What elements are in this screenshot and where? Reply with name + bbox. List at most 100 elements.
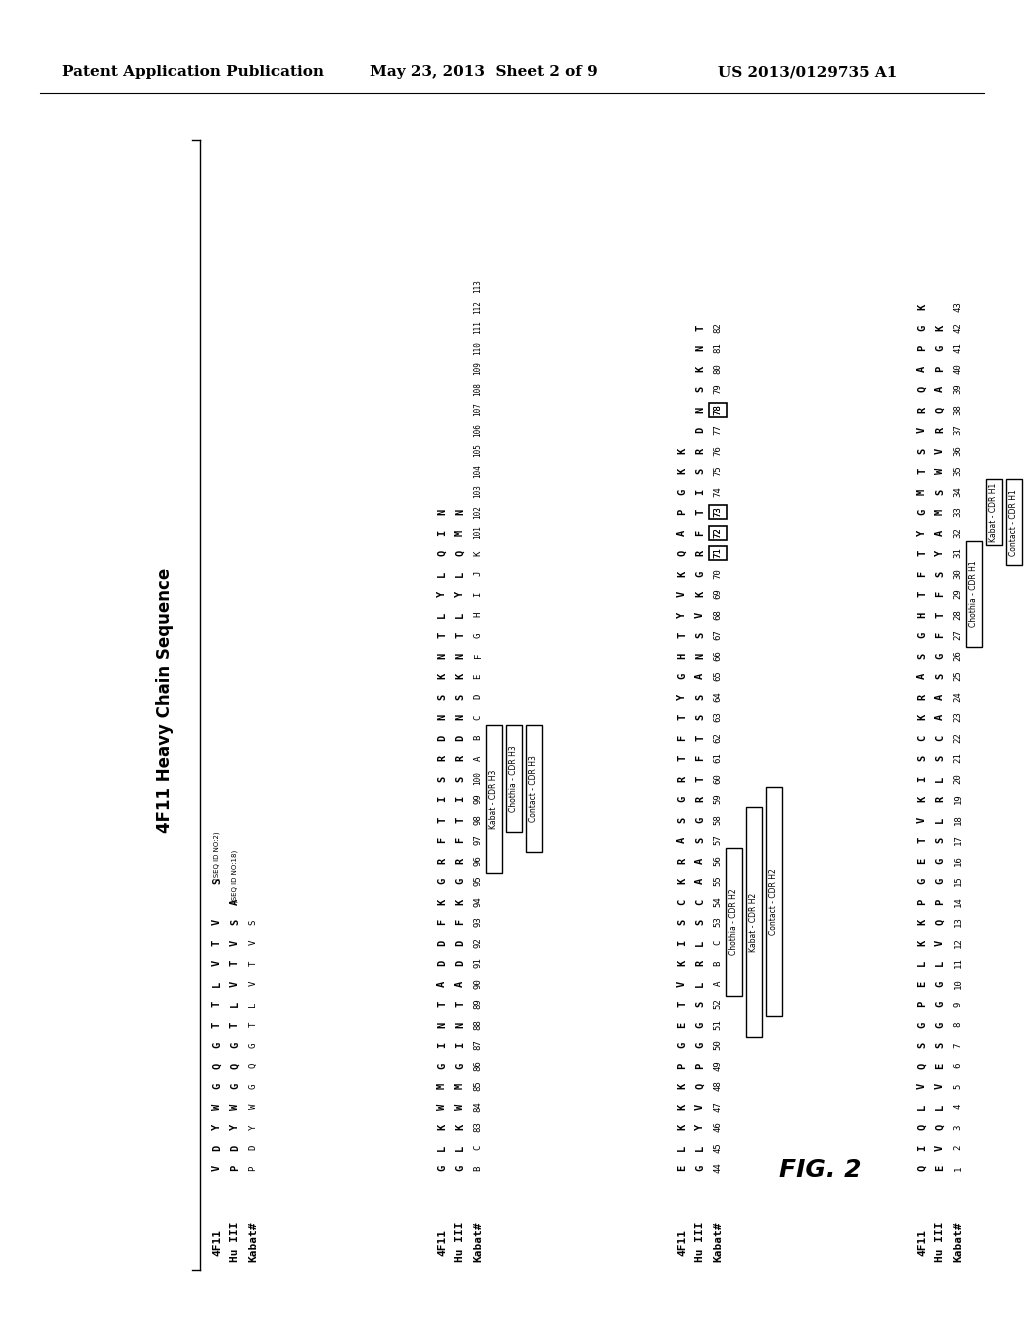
Text: A: A	[677, 529, 687, 536]
Text: T: T	[437, 632, 447, 638]
Text: 2: 2	[953, 1144, 963, 1150]
Text: G: G	[918, 1022, 927, 1028]
Text: G: G	[935, 878, 945, 884]
Text: K: K	[918, 919, 927, 925]
Text: T: T	[249, 1022, 257, 1027]
Text: A: A	[695, 858, 705, 863]
Text: Patent Application Publication: Patent Application Publication	[62, 65, 324, 79]
Text: D: D	[455, 960, 465, 966]
Text: 108: 108	[473, 381, 482, 396]
Text: L: L	[230, 1001, 240, 1007]
Text: 66: 66	[714, 651, 723, 661]
Text: 39: 39	[953, 384, 963, 395]
Text: K: K	[695, 366, 705, 372]
Text: L: L	[935, 1104, 945, 1110]
Text: L: L	[455, 1144, 465, 1151]
Text: 79: 79	[714, 384, 723, 395]
Text: 18: 18	[953, 814, 963, 825]
Text: V: V	[249, 981, 257, 986]
Text: 35: 35	[953, 466, 963, 477]
Text: T: T	[918, 467, 927, 474]
Text: 21: 21	[953, 752, 963, 763]
Text: Q: Q	[212, 1063, 222, 1069]
Text: 94: 94	[473, 896, 482, 907]
Text: 110: 110	[473, 341, 482, 355]
Text: R: R	[695, 960, 705, 966]
Text: 26: 26	[953, 651, 963, 661]
Text: C: C	[714, 940, 723, 945]
Text: 62: 62	[714, 733, 723, 743]
Text: F: F	[935, 632, 945, 638]
Text: R: R	[935, 426, 945, 433]
Text: P: P	[935, 366, 945, 372]
Text: D: D	[437, 734, 447, 741]
Text: Contact - CDR H1: Contact - CDR H1	[1010, 488, 1019, 556]
Text: K: K	[437, 673, 447, 678]
Text: T: T	[455, 632, 465, 638]
Text: B: B	[714, 961, 723, 966]
Text: N: N	[437, 652, 447, 659]
Text: N: N	[695, 407, 705, 413]
Text: Q: Q	[935, 407, 945, 413]
Text: K: K	[677, 447, 687, 454]
Text: L: L	[212, 981, 222, 986]
Text: M: M	[455, 529, 465, 536]
Text: 78: 78	[714, 404, 723, 414]
Text: G: G	[677, 488, 687, 495]
Text: S: S	[918, 652, 927, 659]
Text: 22: 22	[953, 733, 963, 743]
Text: I: I	[437, 529, 447, 536]
Text: G: G	[249, 1043, 257, 1048]
Text: G: G	[437, 878, 447, 884]
Text: L: L	[437, 1144, 447, 1151]
Text: 112: 112	[473, 300, 482, 314]
Text: F: F	[437, 919, 447, 925]
Text: US 2013/0129735 A1: US 2013/0129735 A1	[718, 65, 897, 79]
Text: S: S	[935, 488, 945, 495]
Text: V: V	[918, 426, 927, 433]
Text: V: V	[230, 940, 240, 945]
Text: G: G	[695, 1164, 705, 1171]
Text: W: W	[935, 467, 945, 474]
Text: Q: Q	[249, 1063, 257, 1068]
Text: K: K	[695, 591, 705, 597]
Text: Contact - CDR H3: Contact - CDR H3	[529, 755, 539, 822]
Text: K: K	[918, 940, 927, 945]
Text: T: T	[918, 837, 927, 843]
Text: K: K	[455, 1123, 465, 1130]
Text: R: R	[677, 775, 687, 781]
Text: L: L	[677, 1144, 687, 1151]
Text: 103: 103	[473, 484, 482, 499]
Text: G: G	[695, 570, 705, 577]
Text: F: F	[437, 837, 447, 843]
Text: R: R	[455, 755, 465, 762]
Text: C: C	[695, 899, 705, 904]
Text: A: A	[935, 385, 945, 392]
Text: F: F	[695, 755, 705, 762]
Text: 3: 3	[953, 1125, 963, 1130]
Text: 32: 32	[953, 527, 963, 537]
Text: 8: 8	[953, 1022, 963, 1027]
Text: I: I	[437, 1041, 447, 1048]
Text: S: S	[249, 919, 257, 925]
Text: G: G	[677, 673, 687, 678]
Text: W: W	[455, 1104, 465, 1110]
Text: A: A	[918, 673, 927, 678]
Text: P: P	[230, 1164, 240, 1171]
Bar	[986, 479, 1002, 545]
Text: S: S	[677, 816, 687, 822]
Text: 75: 75	[714, 466, 723, 477]
Text: G: G	[230, 1041, 240, 1048]
Text: 55: 55	[714, 875, 723, 886]
Text: Contact - CDR H2: Contact - CDR H2	[769, 869, 778, 935]
Text: 63: 63	[714, 711, 723, 722]
Text: K: K	[677, 960, 687, 966]
Text: 52: 52	[714, 999, 723, 1010]
Text: 4F11: 4F11	[677, 1229, 687, 1255]
Text: 74: 74	[714, 486, 723, 496]
Text: 61: 61	[714, 752, 723, 763]
Text: Q: Q	[677, 550, 687, 556]
Bar	[526, 725, 542, 853]
Text: H: H	[918, 611, 927, 618]
Text: Y: Y	[437, 591, 447, 597]
